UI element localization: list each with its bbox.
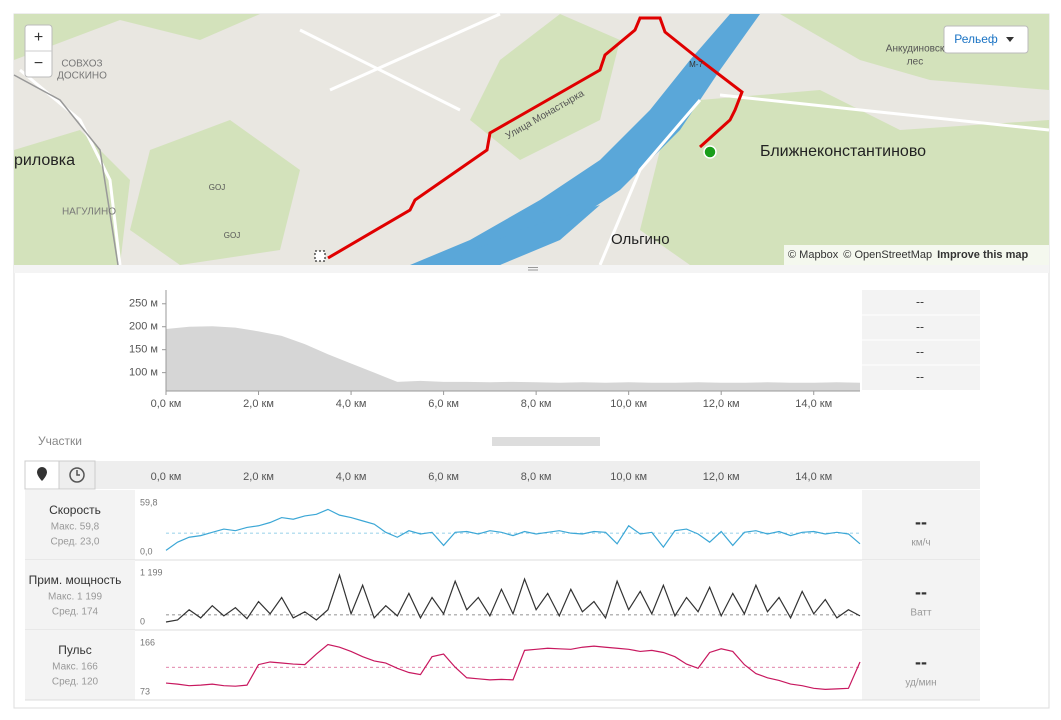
map-label: Ближнеконстантиново: [760, 143, 926, 160]
y-tick-label: 100 м: [129, 367, 158, 379]
analysis-x-tick-label: 2,0 км: [243, 471, 274, 483]
attribution: © OpenStreetMap: [843, 249, 932, 261]
clock-icon: [69, 467, 85, 483]
map-label: ДОСКИНО: [57, 71, 107, 82]
analysis-x-tick-label: 4,0 км: [336, 471, 367, 483]
row-max: Макс. 59,8: [51, 522, 100, 533]
series-line: [165, 643, 861, 690]
row-label-panel: [25, 630, 135, 700]
map-railway: [13, 74, 119, 266]
row-label-panel: [25, 560, 135, 630]
segments-label: Участки: [38, 434, 82, 448]
analysis-x-tick-label: 12,0 км: [703, 471, 740, 483]
map-label: Ольгино: [611, 231, 670, 248]
row-avg: Сред. 174: [52, 607, 99, 618]
y-tick-label: 250 м: [129, 298, 158, 310]
row-current: --: [915, 582, 927, 602]
route: [327, 16, 744, 260]
improve-map-link[interactable]: Improve this map: [937, 249, 1028, 261]
row-y-tick-label: 59,8: [140, 497, 158, 507]
row-avg: Сред. 120: [52, 677, 99, 688]
side-value: --: [916, 370, 924, 384]
side-value: --: [916, 320, 924, 334]
elevation-area: [166, 326, 860, 391]
layer-button[interactable]: [943, 25, 1029, 54]
x-tick-label: 8,0 км: [521, 398, 552, 410]
side-value: --: [916, 295, 924, 309]
x-tick-label: 2,0 км: [243, 398, 274, 410]
row-value-panel: [862, 560, 980, 630]
row-label-panel: [25, 490, 135, 560]
row-unit: Ватт: [910, 608, 932, 619]
map-label: НАГУЛИНО: [62, 207, 116, 218]
x-tick-label: 6,0 км: [428, 398, 459, 410]
row-max: Макс. 166: [52, 662, 98, 673]
map-river: [410, 14, 760, 265]
row-value-panel: [862, 630, 980, 700]
row-current: --: [915, 652, 927, 672]
y-tick-label: 150 м: [129, 344, 158, 356]
map-greenery: [14, 14, 1049, 265]
row-y-tick-label: 166: [140, 637, 155, 647]
row-value-panel: [862, 490, 980, 560]
analysis-toolbar: [25, 461, 980, 489]
x-tick-label: 10,0 км: [610, 398, 647, 410]
attribution-bg: [784, 245, 1049, 265]
map-label: GOJ: [224, 231, 240, 240]
series-line: [165, 508, 861, 551]
attribution: © Mapbox: [788, 249, 839, 261]
map-label: Анкудиновск: [886, 44, 945, 55]
pin-icon: [37, 467, 47, 481]
analysis-x-tick-label: 6,0 км: [428, 471, 459, 483]
resize-handle[interactable]: [14, 265, 1049, 273]
x-tick-label: 0,0 км: [151, 398, 182, 410]
side-value: --: [916, 345, 924, 359]
zoom-in-button[interactable]: +: [34, 29, 43, 46]
y-tick-label: 200 м: [129, 321, 158, 333]
row-unit: км/ч: [911, 538, 930, 549]
row-max: Макс. 1 199: [48, 592, 103, 603]
row-avg: Сред. 23,0: [51, 537, 100, 548]
resize-grip: [528, 267, 538, 271]
map: + − Рельеф: [13, 12, 1050, 266]
map-label: GOJ: [209, 183, 225, 192]
layer-button-label[interactable]: Рельеф: [954, 32, 998, 46]
map-label: СОВХОЗ: [61, 59, 102, 70]
row-y-tick-label: 1 199: [140, 567, 163, 577]
row-name: Пульс: [58, 643, 92, 657]
x-tick-label: 4,0 км: [336, 398, 367, 410]
dropdown-caret: [1006, 37, 1014, 42]
analysis-x-tick-label: 14,0 км: [795, 471, 832, 483]
route-start: [703, 145, 717, 159]
x-tick-label: 14,0 км: [795, 398, 832, 410]
row-y-tick-label: 0: [140, 616, 145, 626]
row-unit: уд/мин: [905, 678, 936, 689]
row-name: Прим. мощность: [29, 573, 122, 587]
series-line: [165, 573, 861, 623]
map-label: лес: [907, 57, 923, 68]
map-roads: [19, 12, 1050, 266]
row-current: --: [915, 512, 927, 532]
segments-bar: [492, 437, 600, 446]
map-river-branch: [440, 205, 600, 265]
row-name: Скорость: [49, 503, 101, 517]
analysis-x-tick-label: 8,0 км: [521, 471, 552, 483]
clock-hands: [76, 470, 80, 476]
map-label: риловка: [14, 152, 75, 169]
map-label: M-7: [689, 60, 703, 69]
row-y-tick-label: 73: [140, 686, 150, 696]
row-y-tick-label: 0,0: [140, 546, 153, 556]
x-tick-label: 12,0 км: [703, 398, 740, 410]
zoom-out-button[interactable]: −: [34, 55, 43, 72]
analysis-x-tick-label: 0,0 км: [151, 471, 182, 483]
route-finish: [314, 250, 326, 262]
analysis-x-tick-label: 10,0 км: [610, 471, 647, 483]
